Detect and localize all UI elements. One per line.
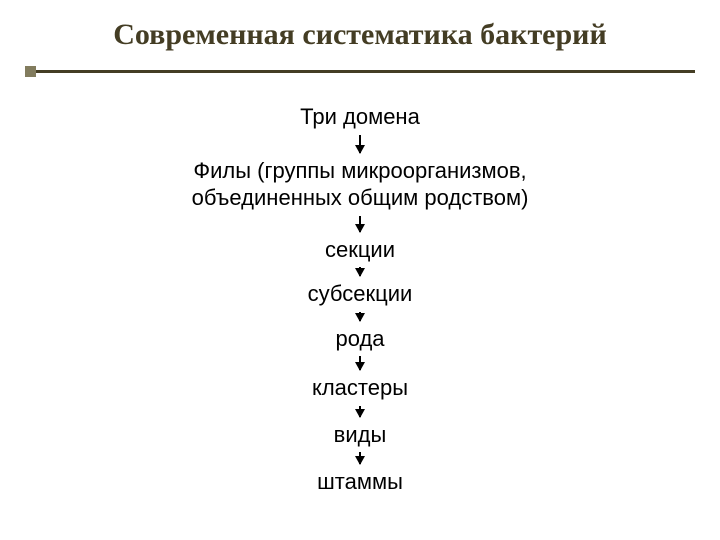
- level-phyla: Филы (группы микроорганизмов, объединенн…: [192, 157, 529, 212]
- hierarchy-diagram: Три домена Филы (группы микроорганизмов,…: [0, 103, 720, 496]
- level-genera: рода: [335, 325, 384, 353]
- level-domains: Три домена: [300, 103, 420, 131]
- level-strains: штаммы: [317, 468, 403, 496]
- level-species: виды: [334, 421, 387, 449]
- arrow-2: [359, 216, 361, 232]
- title-divider: [25, 70, 695, 73]
- arrow-7: [359, 452, 361, 464]
- arrow-3: [359, 267, 361, 276]
- arrow-6: [359, 406, 361, 417]
- page-title: Современная систематика бактерий: [0, 0, 720, 70]
- level-subsections: субсекции: [308, 280, 413, 308]
- level-clusters: кластеры: [312, 374, 408, 402]
- arrow-1: [359, 135, 361, 153]
- level-phyla-line2: объединенных общим родством): [192, 184, 529, 212]
- level-phyla-line1: Филы (группы микроорганизмов,: [192, 157, 529, 185]
- arrow-4: [359, 312, 361, 321]
- arrow-5: [359, 356, 361, 370]
- level-sections: секции: [325, 236, 395, 264]
